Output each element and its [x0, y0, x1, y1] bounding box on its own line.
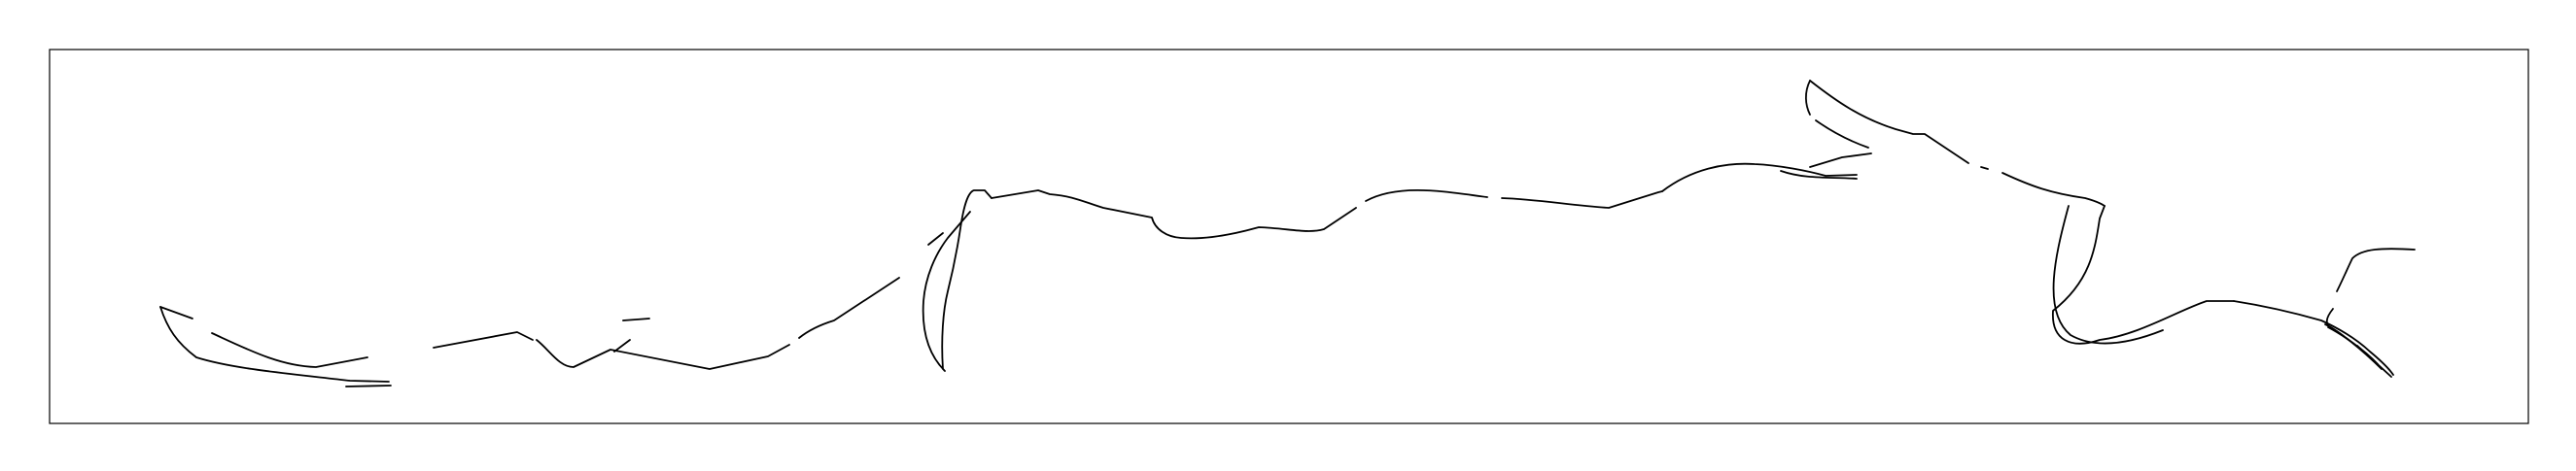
sketch-stroke — [211, 332, 368, 368]
sketch-stroke — [922, 211, 971, 372]
sketch-stroke — [2325, 308, 2334, 329]
sketch-stroke — [1661, 162, 1858, 192]
sketch-stroke — [1980, 166, 1989, 170]
sketch-stroke — [159, 306, 390, 383]
sketch-stroke — [2002, 172, 2106, 207]
sketch-stroke — [927, 232, 944, 246]
sketch-stroke — [1501, 190, 1663, 209]
sketch-stroke — [1804, 80, 1811, 116]
sketch-stroke — [2052, 205, 2164, 345]
sketch-stroke — [433, 331, 534, 349]
sketch-stroke — [1809, 152, 1872, 168]
sketch-stroke — [2233, 300, 2394, 376]
sketch-stroke — [2052, 205, 2235, 345]
drawing-frame — [49, 49, 2529, 424]
sketch-stroke — [991, 189, 1357, 240]
sketch-stroke — [159, 306, 193, 320]
sketch-stroke — [1365, 188, 1488, 202]
sketch-stroke — [798, 277, 900, 339]
sketch-stroke — [1815, 119, 1869, 149]
sketch-stroke — [1809, 80, 1969, 164]
sketch-stroke — [622, 318, 650, 321]
sketch-stroke — [536, 339, 790, 370]
sketch-stroke — [2336, 248, 2416, 292]
sketch-stroke — [941, 189, 992, 370]
sketch-stroke — [2356, 345, 2392, 378]
sketch-stroke — [613, 339, 631, 353]
line-drawing — [159, 80, 2416, 387]
sketch-stroke — [1780, 170, 1858, 180]
sketch-stroke — [345, 385, 392, 387]
